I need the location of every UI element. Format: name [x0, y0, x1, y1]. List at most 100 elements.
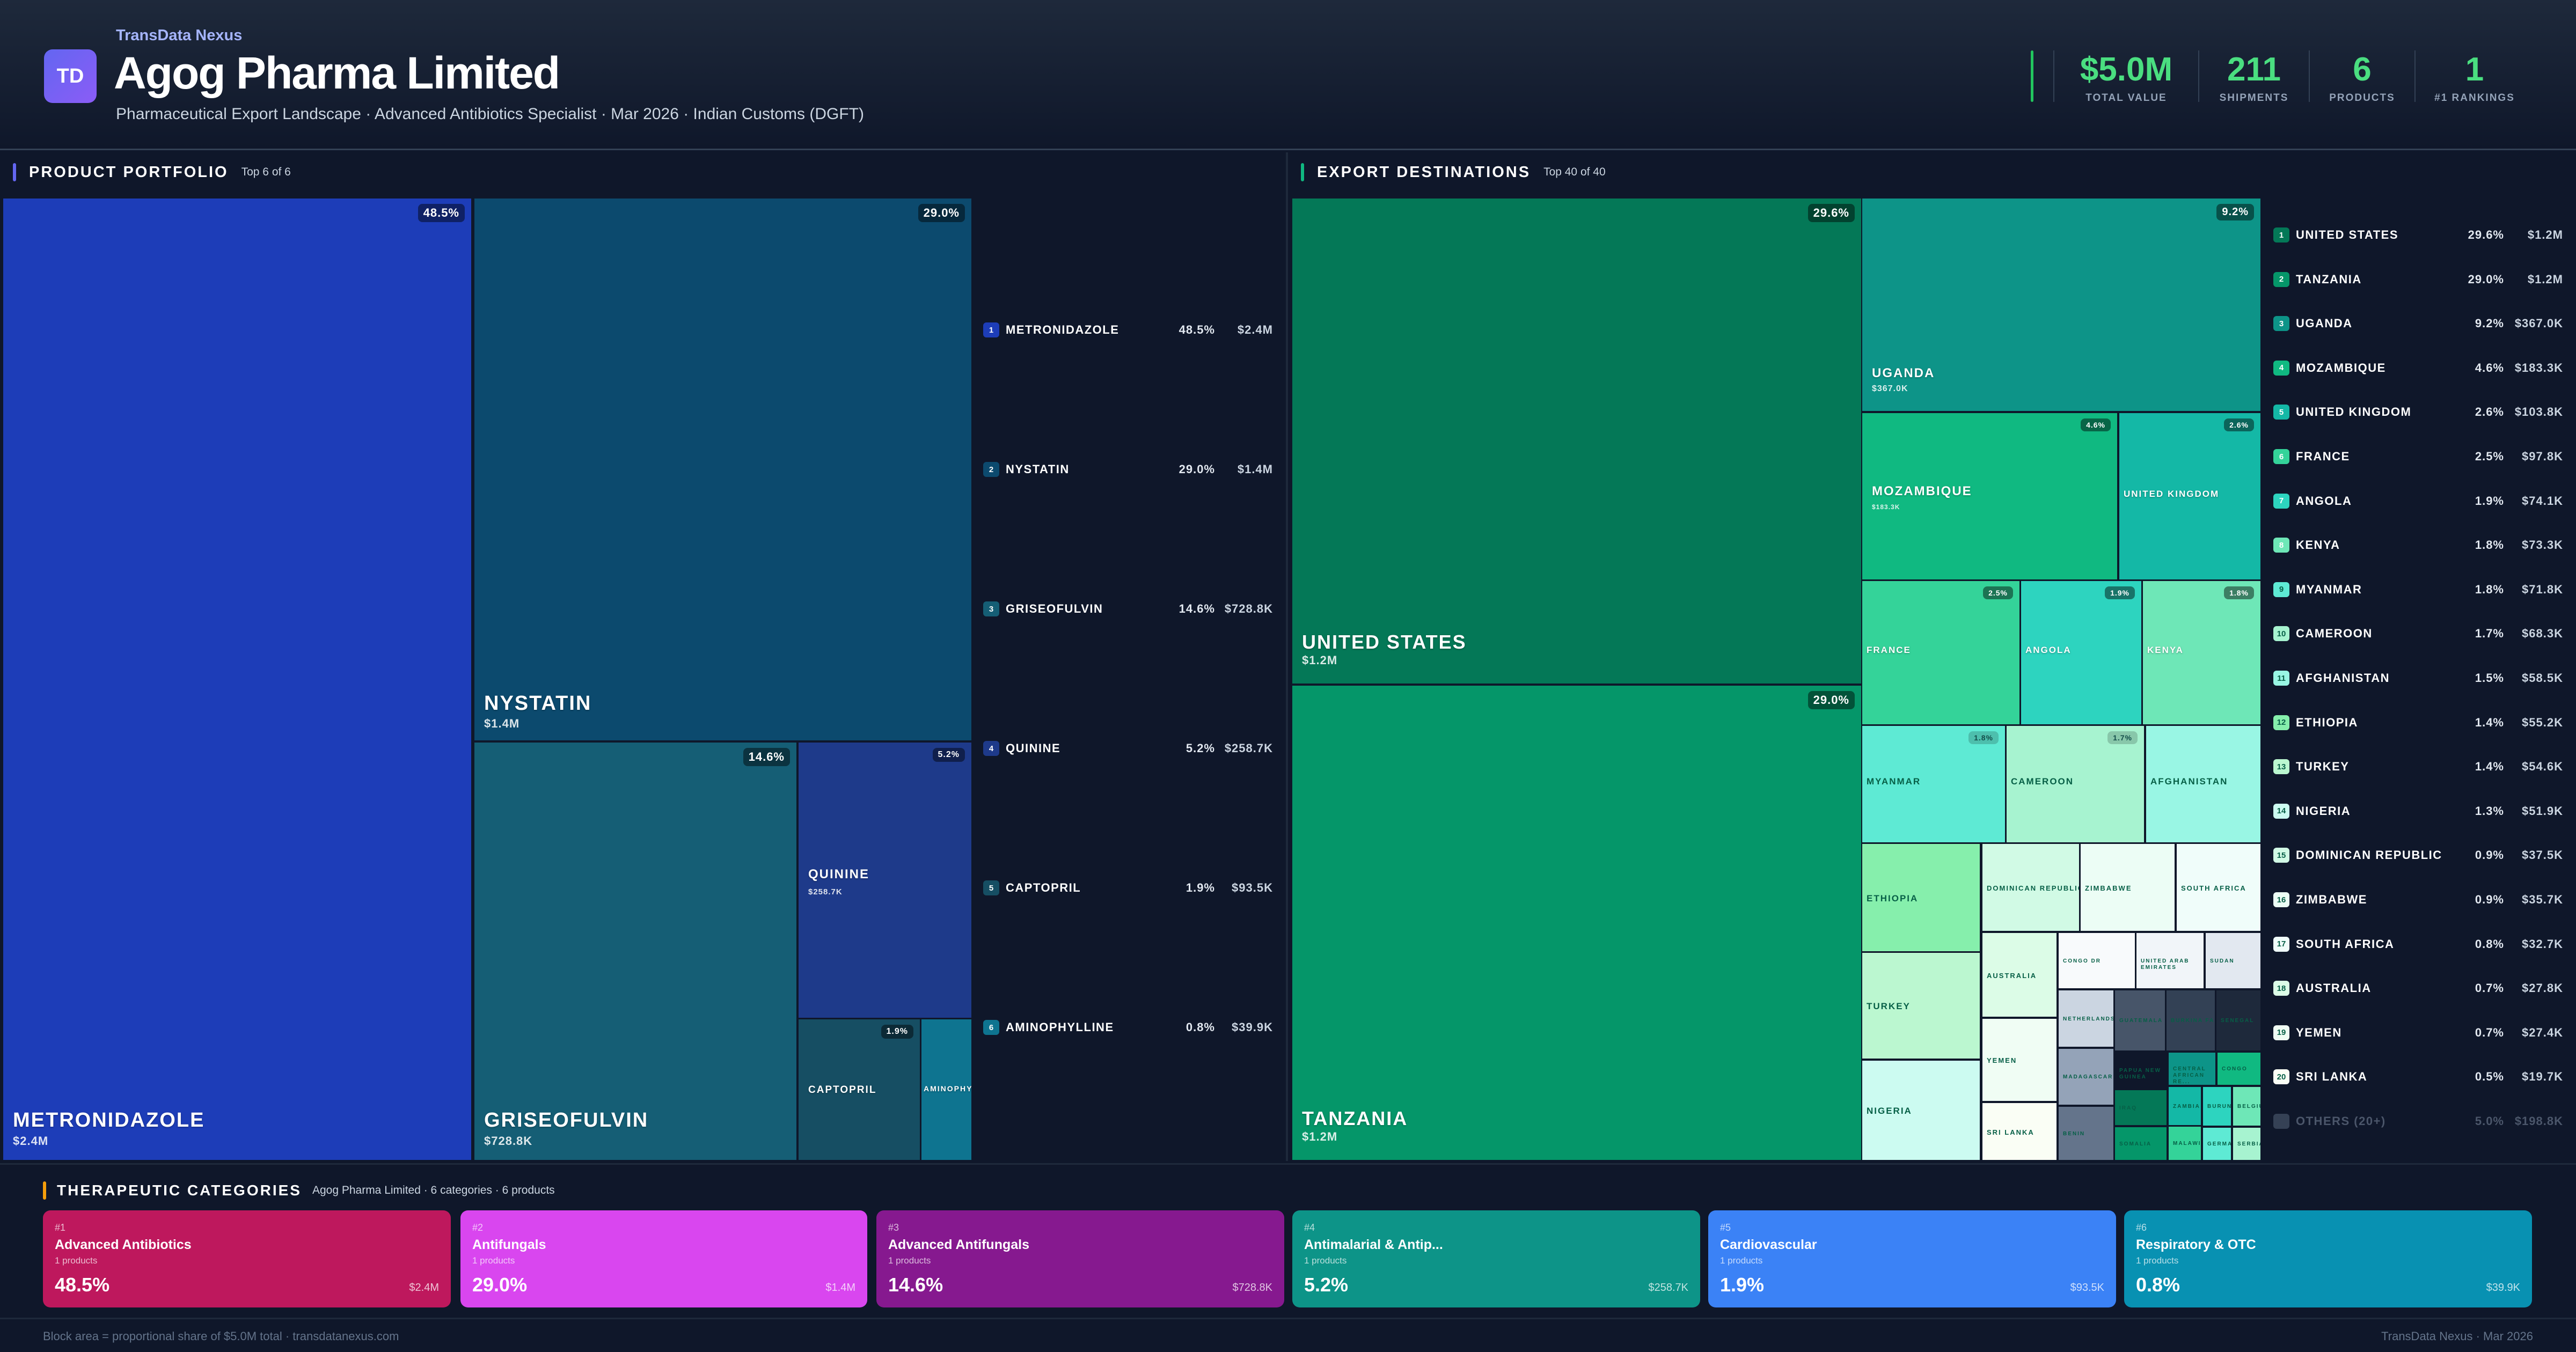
rank-badge: 4: [983, 741, 999, 756]
destination-tile[interactable]: MALAWI: [2169, 1127, 2201, 1160]
destination-tile[interactable]: GERMANY: [2203, 1128, 2231, 1160]
section-accent: [1301, 163, 1304, 181]
destination-tile[interactable]: ETHIOPIA: [1862, 844, 1980, 951]
destination-list-item[interactable]: 4 MOZAMBIQUE 4.6% $183.3K: [2273, 357, 2563, 379]
destination-tile[interactable]: BURUNDI: [2203, 1087, 2231, 1126]
tile-name: BURUNDI: [2207, 1104, 2231, 1109]
destination-list-item[interactable]: 9 MYANMAR 1.8% $71.8K: [2273, 579, 2563, 600]
destination-list-item[interactable]: 10 CAMEROON 1.7% $68.3K: [2273, 623, 2563, 644]
product-list-item[interactable]: 2 NYSTATIN 29.0% $1.4M: [983, 459, 1273, 480]
stat-label: PRODUCTS: [2329, 92, 2395, 104]
destination-tile[interactable]: SOUTH AFRICA: [2177, 844, 2260, 931]
product-list-item[interactable]: 6 AMINOPHYLLINE 0.8% $39.9K: [983, 1017, 1273, 1038]
destination-tile[interactable]: SOMALIA: [2115, 1127, 2167, 1160]
destination-tile[interactable]: MYANMAR 1.8%: [1862, 726, 2005, 842]
product-list-item[interactable]: 4 QUININE 5.2% $258.7K: [983, 738, 1273, 759]
destination-list-item[interactable]: 16 ZIMBABWE 0.9% $35.7K: [2273, 889, 2563, 910]
product-tile[interactable]: METRONIDAZOLE $2.4M 48.5%: [3, 199, 471, 1160]
destination-tile[interactable]: SUDAN: [2206, 933, 2260, 988]
destination-tile[interactable]: NIGERIA: [1862, 1061, 1980, 1160]
product-tile[interactable]: CAPTOPRIL 1.9%: [799, 1019, 920, 1160]
item-share: 0.9%: [2475, 848, 2504, 862]
card-product-count: 1 products: [472, 1255, 515, 1266]
destination-list-item[interactable]: 5 UNITED KINGDOM 2.6% $103.8K: [2273, 401, 2563, 423]
destination-list-item[interactable]: 13 TURKEY 1.4% $54.6K: [2273, 756, 2563, 777]
destination-tile[interactable]: AFGHANISTAN: [2146, 726, 2260, 842]
category-card[interactable]: #5 Cardiovascular 1 products 1.9% $93.5K: [1708, 1210, 2116, 1307]
destination-tile[interactable]: KENYA 1.8%: [2143, 581, 2260, 724]
destination-tile[interactable]: NETHERLANDS: [2059, 990, 2113, 1047]
category-card[interactable]: #2 Antifungals 1 products 29.0% $1.4M: [460, 1210, 867, 1307]
tile-share-badge: 29.0%: [1807, 691, 1855, 709]
destination-tile[interactable]: AUSTRALIA: [1982, 933, 2057, 1017]
destination-tile[interactable]: SERBIA: [2233, 1128, 2260, 1160]
product-tile[interactable]: GRISEOFULVIN $728.8K 14.6%: [474, 743, 796, 1160]
destination-tile[interactable]: ZAMBIA: [2169, 1087, 2201, 1125]
product-tile[interactable]: QUININE $258.7K 5.2%: [799, 743, 971, 1018]
item-share: 1.8%: [2475, 582, 2504, 596]
item-share: 5.2%: [1185, 741, 1215, 755]
product-tile[interactable]: NYSTATIN $1.4M 29.0%: [474, 199, 971, 740]
product-list-item[interactable]: 3 GRISEOFULVIN 14.6% $728.8K: [983, 598, 1273, 620]
footer-divider: [0, 1318, 2576, 1319]
destination-tile[interactable]: IRAQ: [2115, 1090, 2167, 1125]
destination-list-item[interactable]: 3 UGANDA 9.2% $367.0K: [2273, 313, 2563, 334]
others-badge: [2273, 1114, 2289, 1129]
destination-tile[interactable]: ANGOLA 1.9%: [2021, 581, 2141, 724]
destination-list-item[interactable]: 1 UNITED STATES 29.6% $1.2M: [2273, 224, 2563, 246]
category-card[interactable]: #3 Advanced Antifungals 1 products 14.6% $72…: [876, 1210, 1284, 1307]
destination-list-item[interactable]: 12 ETHIOPIA 1.4% $55.2K: [2273, 712, 2563, 733]
destination-tile[interactable]: UGANDA $367.0K 9.2%: [1862, 199, 2260, 411]
destination-tile[interactable]: BURKINA FASO: [2167, 990, 2215, 1050]
destination-list-item[interactable]: 20 SRI LANKA 0.5% $19.7K: [2273, 1066, 2563, 1088]
destination-list-item[interactable]: 15 DOMINICAN REPUBLIC 0.9% $37.5K: [2273, 844, 2563, 866]
destination-tile[interactable]: UNITED KINGDOM 2.6%: [2119, 413, 2260, 579]
item-value: $27.4K: [2522, 1025, 2563, 1039]
destination-tile[interactable]: CAMEROON 1.7%: [2007, 726, 2144, 842]
destination-tile[interactable]: UNITED STATES $1.2M 29.6%: [1292, 199, 1861, 684]
destination-list-item[interactable]: 7 ANGOLA 1.9% $74.1K: [2273, 490, 2563, 512]
item-name: YEMEN: [2296, 1025, 2342, 1039]
destination-tile[interactable]: MADAGASCAR: [2059, 1049, 2113, 1105]
destination-tile[interactable]: CENTRAL AFRICAN RE...: [2169, 1053, 2215, 1085]
others-list-item[interactable]: OTHERS (20+) 5.0% $198.8K: [2273, 1111, 2563, 1132]
destination-tile[interactable]: SENEGAL: [2216, 990, 2260, 1050]
product-tile[interactable]: AMINOPHYLLINE: [921, 1019, 971, 1160]
destination-list-item[interactable]: 19 YEMEN 0.7% $27.4K: [2273, 1022, 2563, 1044]
category-card[interactable]: #1 Advanced Antibiotics 1 products 48.5% $2.…: [43, 1210, 451, 1307]
product-list-item[interactable]: 5 CAPTOPRIL 1.9% $93.5K: [983, 877, 1273, 899]
tile-name: CAPTOPRIL: [808, 1084, 877, 1096]
stat-shipments: 211 SHIPMENTS: [2198, 50, 2309, 104]
destination-tile[interactable]: PAPUA NEW GUINEA: [2115, 1053, 2167, 1088]
destination-list-item[interactable]: 14 NIGERIA 1.3% $51.9K: [2273, 800, 2563, 822]
destination-tile[interactable]: UNITED ARAB EMIRATES: [2136, 933, 2204, 988]
destination-list-item[interactable]: 11 AFGHANISTAN 1.5% $58.5K: [2273, 667, 2563, 689]
destination-list-item[interactable]: 8 KENYA 1.8% $73.3K: [2273, 534, 2563, 556]
destination-list-item[interactable]: 18 AUSTRALIA 0.7% $27.8K: [2273, 978, 2563, 999]
card-name: Respiratory & OTC: [2136, 1237, 2256, 1252]
destination-tile[interactable]: CONGO: [2218, 1053, 2260, 1085]
destination-tile[interactable]: BENIN: [2059, 1107, 2113, 1160]
item-value: $2.4M: [1237, 323, 1273, 336]
destination-tile[interactable]: BELGIUM: [2233, 1087, 2260, 1126]
tile-share-badge: 14.6%: [743, 748, 790, 766]
destination-tile[interactable]: SRI LANKA: [1982, 1103, 2057, 1160]
item-share: 2.5%: [2475, 450, 2504, 463]
destination-tile[interactable]: FRANCE 2.5%: [1862, 581, 2019, 724]
destination-tile[interactable]: TURKEY: [1862, 953, 1980, 1059]
destination-tile[interactable]: YEMEN: [1982, 1019, 2057, 1101]
destination-tile[interactable]: MOZAMBIQUE $183.3K 4.6%: [1862, 413, 2117, 579]
product-list-item[interactable]: 1 METRONIDAZOLE 48.5% $2.4M: [983, 319, 1273, 341]
destination-tile[interactable]: DOMINICAN REPUBLIC: [1982, 844, 2079, 931]
destination-tile[interactable]: ZIMBABWE: [2081, 844, 2175, 931]
category-card[interactable]: #6 Respiratory & OTC 1 products 0.8% $39.9K: [2124, 1210, 2532, 1307]
destination-tile[interactable]: CONGO DR: [2059, 933, 2135, 988]
destination-list-item[interactable]: 6 FRANCE 2.5% $97.8K: [2273, 446, 2563, 467]
category-card[interactable]: #4 Antimalarial & Antip... 1 products 5.2% $…: [1292, 1210, 1700, 1307]
destination-list-item[interactable]: 17 SOUTH AFRICA 0.8% $32.7K: [2273, 934, 2563, 955]
destination-list-item[interactable]: 2 TANZANIA 29.0% $1.2M: [2273, 269, 2563, 290]
item-value: $1.2M: [2527, 228, 2563, 241]
destination-tile[interactable]: GUATEMALA: [2115, 990, 2165, 1050]
rank-badge: 18: [2273, 981, 2289, 996]
destination-tile[interactable]: TANZANIA $1.2M 29.0%: [1292, 686, 1861, 1160]
